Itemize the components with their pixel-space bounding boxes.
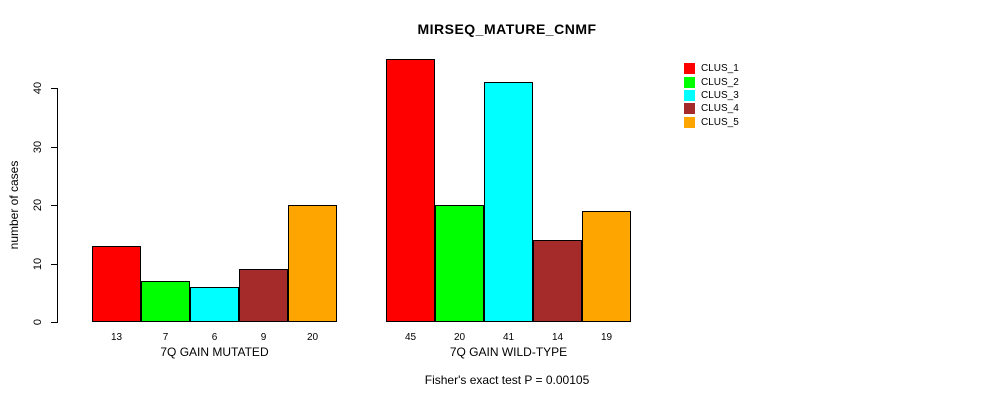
bar-7q-gain-mutated-clus-4 — [239, 269, 288, 322]
legend-label-clus-4: CLUS_4 — [701, 103, 739, 115]
y-tick-label-20: 20 — [32, 198, 44, 212]
chart-title: MIRSEQ_MATURE_CNMF — [417, 21, 597, 37]
legend: CLUS_1 CLUS_2 CLUS_3 CLUS_4 CLUS_5 — [684, 62, 739, 129]
bar-value-7q-gain-wild-type-clus-2: 20 — [453, 332, 466, 343]
y-tick-20 — [51, 205, 57, 206]
legend-item-clus-5: CLUS_5 — [684, 116, 739, 129]
bar-value-7q-gain-wild-type-clus-4: 14 — [551, 332, 564, 343]
fisher-test-footnote: Fisher's exact test P = 0.00105 — [424, 373, 590, 387]
legend-swatch-clus-1 — [684, 63, 695, 75]
legend-item-clus-2: CLUS_2 — [684, 75, 739, 88]
legend-swatch-clus-5 — [684, 116, 695, 128]
legend-label-clus-1: CLUS_1 — [701, 63, 739, 75]
bar-7q-gain-mutated-clus-1 — [92, 246, 141, 322]
bar-value-7q-gain-mutated-clus-2: 7 — [162, 332, 169, 343]
legend-item-clus-1: CLUS_1 — [684, 62, 739, 75]
bar-value-7q-gain-mutated-clus-1: 13 — [110, 332, 123, 343]
legend-label-clus-2: CLUS_2 — [701, 76, 739, 88]
bar-7q-gain-mutated-clus-5 — [288, 205, 337, 322]
y-tick-label-30: 30 — [32, 140, 44, 153]
y-tick-30 — [51, 146, 57, 148]
bar-7q-gain-wild-type-clus-3 — [484, 82, 533, 322]
bar-value-7q-gain-mutated-clus-4: 9 — [260, 332, 267, 343]
y-tick-label-40: 40 — [32, 81, 44, 95]
legend-item-clus-3: CLUS_3 — [684, 89, 739, 102]
bar-7q-gain-wild-type-clus-1 — [386, 59, 435, 322]
legend-item-clus-4: CLUS_4 — [684, 102, 739, 115]
y-tick-0 — [51, 322, 57, 323]
legend-label-clus-3: CLUS_3 — [701, 89, 739, 101]
legend-label-clus-5: CLUS_5 — [701, 116, 739, 128]
bar-value-7q-gain-wild-type-clus-3: 41 — [502, 332, 515, 343]
legend-swatch-clus-4 — [684, 103, 695, 115]
bar-value-7q-gain-wild-type-clus-5: 19 — [600, 332, 613, 343]
legend-swatch-clus-3 — [684, 89, 695, 101]
bar-7q-gain-wild-type-clus-4 — [533, 240, 582, 322]
bar-7q-gain-mutated-clus-2 — [141, 281, 190, 322]
y-axis-line — [57, 88, 58, 323]
y-tick-40 — [51, 88, 57, 89]
y-tick-label-0: 0 — [32, 318, 44, 326]
bar-value-7q-gain-mutated-clus-5: 20 — [306, 332, 319, 343]
y-tick-label-10: 10 — [32, 257, 44, 270]
group-label-mutated: 7Q GAIN MUTATED — [160, 345, 269, 359]
group-label-wild-type: 7Q GAIN WILD-TYPE — [449, 345, 568, 359]
bar-value-7q-gain-wild-type-clus-1: 45 — [404, 332, 417, 343]
bar-7q-gain-wild-type-clus-2 — [435, 205, 484, 322]
bar-value-7q-gain-mutated-clus-3: 6 — [211, 332, 218, 343]
bar-7q-gain-wild-type-clus-5 — [582, 211, 631, 322]
bar-7q-gain-mutated-clus-3 — [190, 287, 239, 322]
y-axis-title: number of cases — [7, 160, 21, 250]
legend-swatch-clus-2 — [684, 76, 695, 88]
y-tick-10 — [51, 263, 57, 265]
